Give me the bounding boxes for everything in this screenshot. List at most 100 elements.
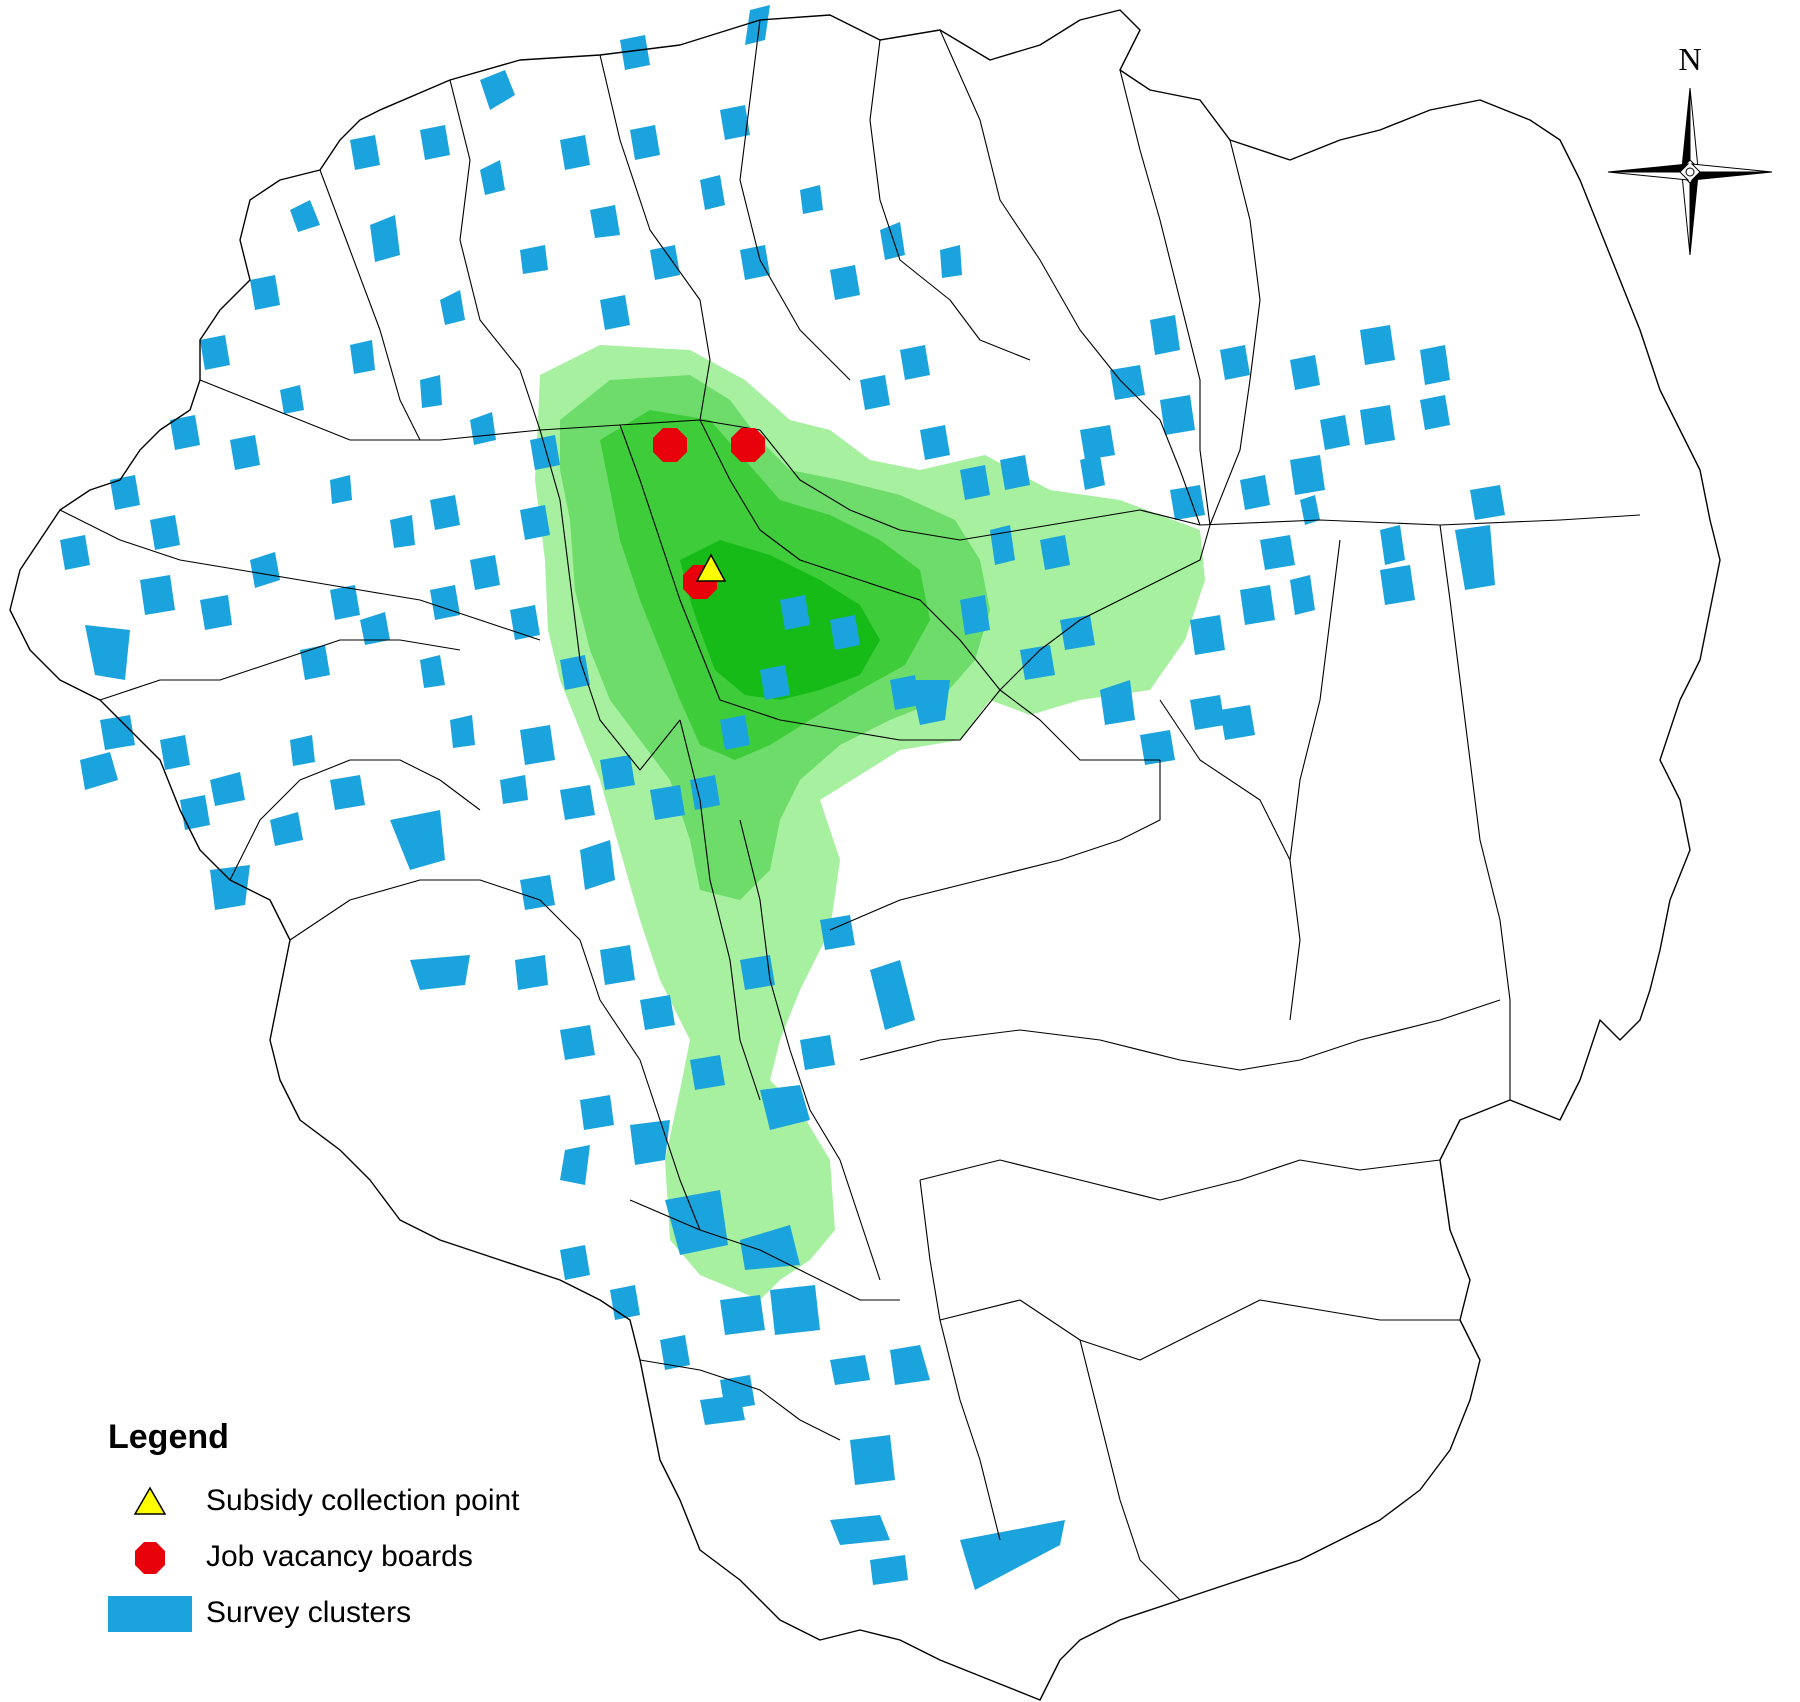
survey-cluster [1140,730,1175,765]
ward-boundary [869,39,1031,361]
survey-cluster [140,575,175,615]
survey-cluster [610,1285,640,1320]
survey-cluster [1290,455,1325,495]
legend-title: Legend [108,1418,229,1456]
survey-cluster [230,435,260,470]
survey-cluster [420,375,442,408]
survey-cluster [1360,405,1395,445]
survey-cluster [80,752,118,790]
survey-cluster [450,715,475,748]
survey-cluster [430,585,460,620]
survey-cluster [1360,325,1395,365]
survey-cluster [1080,455,1105,490]
survey-cluster [760,1085,810,1130]
survey-cluster [520,505,550,540]
survey-cluster [60,535,90,570]
ward-boundary [999,689,1160,761]
ward-boundary [1119,379,1201,526]
survey-cluster [420,655,445,688]
survey-cluster [270,812,303,846]
survey-cluster [940,245,962,278]
survey-cluster [620,35,650,70]
ward-boundary [1199,514,1641,526]
survey-cluster [1420,395,1450,430]
survey-cluster [1240,585,1275,625]
survey-cluster [740,245,770,280]
ward-boundary [639,1359,841,1441]
survey-cluster [560,1025,595,1060]
survey-cluster [600,295,630,330]
survey-cluster [700,1395,745,1425]
legend-item-subsidy: Subsidy collection point [108,1480,628,1524]
ward-boundary [99,639,461,701]
survey-cluster [1470,485,1505,520]
survey-cluster [430,495,460,530]
survey-cluster [1420,345,1450,385]
survey-cluster [1150,315,1180,355]
survey-cluster [920,425,950,460]
survey-cluster [650,245,680,280]
subsidy-collection-point-marker[interactable] [695,553,727,582]
survey-cluster [1220,345,1250,380]
survey-cluster [1100,680,1135,725]
job-vacancy-board-marker[interactable] [731,428,765,462]
survey-cluster [1290,575,1315,615]
survey-cluster [1020,645,1055,680]
ward-boundary [719,689,1001,741]
survey-cluster [560,135,590,170]
survey-cluster [470,555,500,590]
survey-cluster [830,1355,870,1385]
survey-cluster [640,995,675,1030]
ward-boundary [699,419,1001,691]
survey-cluster [470,412,496,445]
survey-cluster [1000,455,1030,490]
octagon-icon [108,1536,192,1580]
survey-cluster [530,435,560,470]
survey-cluster [870,960,915,1030]
survey-cluster [830,1515,890,1545]
survey-cluster [900,345,930,380]
survey-cluster [580,840,615,890]
ward-boundary [599,54,711,421]
ward-boundary [739,19,851,381]
survey-cluster [520,725,555,765]
survey-cluster [480,160,505,195]
survey-cluster [740,955,775,990]
ward-boundary [539,429,681,771]
ward-boundary [619,424,721,701]
survey-cluster [515,955,548,990]
survey-cluster [350,135,380,170]
survey-cluster [1380,565,1415,605]
survey-cluster [650,785,685,820]
ward-boundary [199,379,351,441]
survey-cluster [280,385,304,414]
survey-cluster [560,655,590,690]
survey-cluster [590,205,620,238]
job-vacancy-board-marker[interactable] [653,428,687,462]
survey-cluster [210,772,245,806]
survey-cluster [800,1035,835,1070]
survey-cluster [1190,615,1225,655]
ward-boundary [629,1199,900,1301]
survey-cluster [520,245,548,274]
survey-cluster [1290,355,1320,390]
survey-cluster [330,585,360,620]
survey-cluster [660,1335,690,1370]
survey-cluster [860,375,890,410]
ward-boundary [1119,69,1211,526]
survey-cluster [480,70,515,110]
survey-cluster [600,945,635,985]
survey-cluster [1080,425,1115,460]
ward-boundary [350,419,761,441]
survey-cluster [200,335,230,370]
ward-boundaries [9,9,1721,1701]
ward-boundary [229,759,481,881]
survey-cluster [360,612,390,645]
survey-cluster [250,552,280,588]
survey-cluster [350,340,375,374]
survey-cluster [410,955,470,990]
ward-boundary [1289,539,1341,1021]
survey-cluster [800,185,823,214]
survey-cluster [1380,525,1405,565]
